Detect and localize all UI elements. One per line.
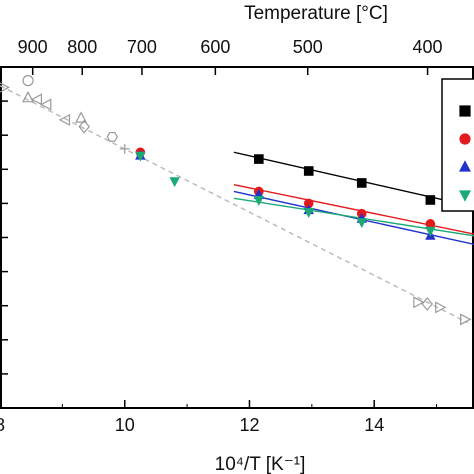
reference-point <box>119 143 130 154</box>
top-tick-label: 600 <box>200 37 230 57</box>
data-point-series-4 <box>135 151 146 162</box>
legend <box>441 78 474 212</box>
data-point-series-1 <box>356 178 367 188</box>
top-tick-label: 800 <box>67 37 97 57</box>
data-point-series-4 <box>425 226 436 237</box>
data-point-series-4 <box>169 177 180 188</box>
reference-point <box>460 313 472 326</box>
reference-point <box>58 113 71 126</box>
legend-marker-series-2 <box>459 133 471 145</box>
data-point-series-1 <box>425 195 436 205</box>
top-axis-title: Temperature [°C] <box>244 3 388 24</box>
legend-box <box>441 78 474 212</box>
reference-point <box>39 98 52 111</box>
plot-frame-layer: 8 10 12 14 900 800 700 600 500 400 <box>0 37 474 435</box>
reference-point <box>435 301 447 314</box>
legend-marker-series-3 <box>459 160 471 172</box>
reference-point <box>75 111 88 123</box>
fit-lines-layer <box>233 151 474 246</box>
reference-point <box>78 119 90 134</box>
data-point-series-4 <box>303 207 314 218</box>
reference-point <box>30 93 43 106</box>
fit-line-series-1 <box>233 151 474 208</box>
data-point-series-1 <box>303 166 314 176</box>
data-points-layer <box>135 147 436 240</box>
data-point-series-4 <box>356 218 367 229</box>
top-tick-label: 400 <box>413 37 443 57</box>
fit-line-series-4 <box>233 197 474 237</box>
reference-point <box>421 297 434 311</box>
fit-line-series-3 <box>233 190 474 246</box>
x-tick-label: 14 <box>364 415 384 435</box>
reference-point <box>22 90 35 103</box>
x-tick-label: 12 <box>239 415 259 435</box>
legend-marker-series-4 <box>459 190 471 202</box>
reference-point <box>106 131 118 142</box>
reference-point <box>413 296 425 309</box>
top-tick-label: 700 <box>127 37 157 57</box>
fit-line-series-2 <box>233 183 474 235</box>
data-point-series-4 <box>253 196 265 206</box>
reference-point <box>22 75 34 87</box>
data-point-series-1 <box>254 154 264 164</box>
bottom-axis-title: 10⁴/T [K⁻¹] <box>215 454 306 474</box>
top-tick-label: 500 <box>293 37 323 57</box>
reference-point <box>0 82 10 93</box>
top-tick-label: 900 <box>18 37 48 57</box>
legend-marker-series-1 <box>459 105 471 117</box>
x-tick-label: 10 <box>115 415 135 435</box>
plot-frame <box>0 66 474 409</box>
x-tick-label: 8 <box>0 415 5 435</box>
reference-data-layer <box>0 75 472 326</box>
reference-dashed-line <box>0 85 469 324</box>
